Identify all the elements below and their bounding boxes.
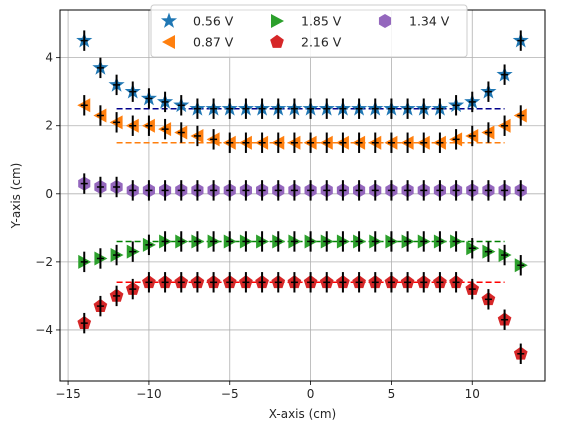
y-axis-title: Y-axis (cm) [9,163,23,230]
legend-marker [160,12,178,28]
x-axis-title: X-axis (cm) [269,407,336,421]
x-tick-label: −10 [136,387,161,401]
legend-marker [270,34,284,48]
plot-background [60,10,545,381]
y-tick-label: 4 [45,51,53,65]
y-tick-label: 2 [45,119,53,133]
legend-label: 1.85 V [301,14,342,29]
y-tick-label: 0 [45,187,53,201]
legend-label: 0.87 V [193,35,234,50]
legend-marker [271,14,284,28]
series-group [77,272,528,364]
legend-marker [162,35,175,49]
legend-label: 2.16 V [301,35,342,50]
legend-label: 0.56 V [193,14,234,29]
series-group [78,173,527,201]
series-group [77,95,527,153]
x-tick-label: −15 [55,387,80,401]
y-tick-label: −4 [35,323,53,337]
y-tick-label: −2 [35,255,53,269]
x-tick-label: 10 [465,387,480,401]
legend-marker [378,14,392,28]
legend: 0.56 V 0.87 V 1.85 V 2.16 V 1.34 V [150,4,468,58]
x-tick-label: 5 [388,387,396,401]
x-tick-label: −5 [221,387,239,401]
legend-label: 1.34 V [409,14,450,29]
series-group [76,30,529,119]
x-tick-label: 0 [307,387,315,401]
plot-area: −15 −10 −5 0 5 10 −4 −2 0 2 4 [35,9,546,401]
series-group [78,231,528,276]
